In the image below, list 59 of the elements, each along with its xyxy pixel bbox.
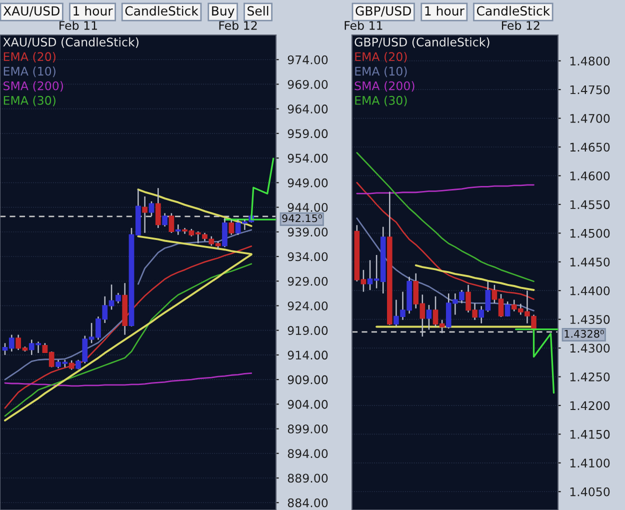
y-tick-label: 889.00 <box>288 474 328 483</box>
y-tick-label: 909.00 <box>288 375 328 384</box>
ref-line-label: 942.15⁰ <box>282 214 322 222</box>
y-tick-label: 1.4050 <box>570 487 610 496</box>
y-tick-label: 914.00 <box>288 350 328 360</box>
y-tick-label: 904.00 <box>288 400 328 409</box>
text: Sell <box>248 6 268 16</box>
y-tick-label: 894.00 <box>288 449 328 458</box>
y-tick-label: 954.00 <box>288 154 328 163</box>
text: EMA (30) <box>355 96 407 106</box>
text: SMA (200) <box>4 81 63 92</box>
text: EMA (20) <box>4 52 56 62</box>
y-tick-label: 1.4400 <box>570 286 610 296</box>
chart-title: GBP/USD (CandleStick) <box>354 37 490 48</box>
y-tick-label: 1.4750 <box>570 85 610 94</box>
y-tick-label: 899.00 <box>288 424 328 434</box>
text: EMA (10) <box>355 66 407 78</box>
text: GBP/USD <box>356 6 411 17</box>
y-tick-label: 949.00 <box>288 178 328 188</box>
y-tick-label: 1.4200 <box>570 401 610 410</box>
y-tick-label: 1.4500 <box>570 228 610 238</box>
text: XAU/USD <box>3 6 60 17</box>
x-tick-label: Feb 11 <box>344 20 382 30</box>
chart-title: XAU/USD (CandleStick) <box>3 37 138 48</box>
y-tick-label: 1.4650 <box>570 142 610 152</box>
y-tick-label: 974.00 <box>288 55 328 64</box>
y-tick-label: 1.4150 <box>570 430 610 439</box>
text: Buy <box>212 6 234 18</box>
y-tick-label: 1.4350 <box>570 315 610 324</box>
y-tick-label: 1.4700 <box>570 114 610 123</box>
y-tick-label: 1.4450 <box>570 258 610 267</box>
y-tick-label: 919.00 <box>288 326 328 335</box>
y-tick-label: 1.4300 <box>570 344 610 353</box>
y-tick-label: 934.00 <box>288 252 328 262</box>
y-tick-label: 1.4550 <box>570 200 610 210</box>
y-tick-label: 969.00 <box>288 80 328 89</box>
text: SMA (200) <box>354 81 414 92</box>
y-tick-label: 1.4600 <box>570 171 610 180</box>
y-tick-label: 939.00 <box>288 228 328 237</box>
text: CandleStick <box>476 6 550 16</box>
x-tick-label: Feb 12 <box>502 20 540 30</box>
text: EMA (10) <box>4 66 56 78</box>
x-tick-label: Feb 12 <box>219 20 257 30</box>
y-tick-label: 1.4100 <box>570 458 610 468</box>
y-tick-label: 944.00 <box>288 203 328 212</box>
y-tick-label: 884.00 <box>288 498 328 508</box>
text: 1 hour <box>74 6 113 16</box>
y-tick-label: 924.00 <box>288 301 328 310</box>
y-tick-label: 959.00 <box>288 129 328 138</box>
x-tick-label: Feb 11 <box>60 20 97 30</box>
text: 1 hour <box>425 6 464 16</box>
y-tick-label: 929.00 <box>288 276 328 286</box>
y-tick-label: 964.00 <box>288 104 328 114</box>
y-tick-label: 1.4800 <box>570 56 610 66</box>
ref-line-label: 1.4328⁰ <box>564 330 604 338</box>
text: EMA (20) <box>355 52 407 62</box>
text: CandleStick <box>125 6 198 16</box>
y-tick-label: 1.4250 <box>570 372 610 382</box>
text: EMA (30) <box>4 96 56 106</box>
